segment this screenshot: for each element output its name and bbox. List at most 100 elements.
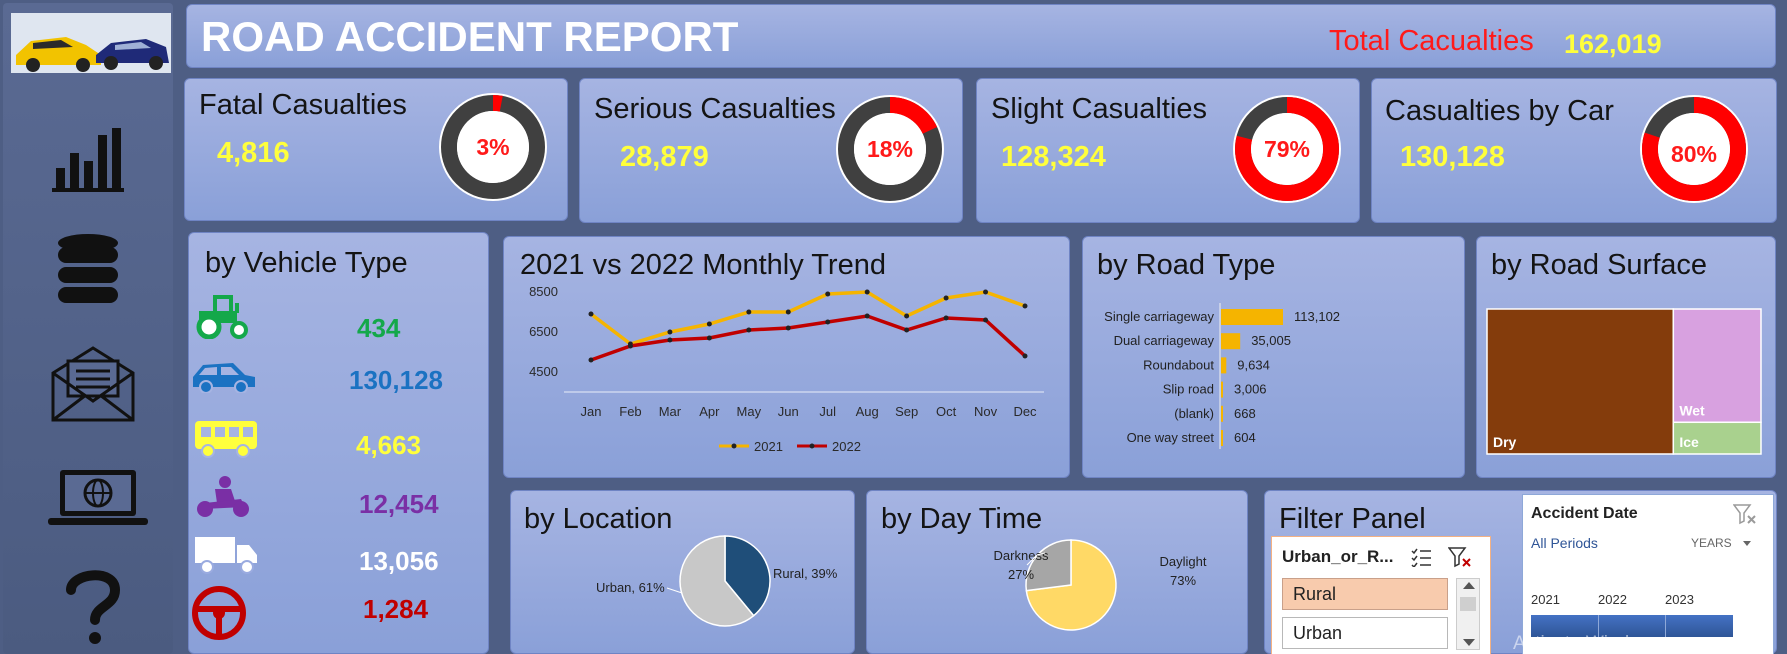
laptop-globe-icon[interactable] <box>48 468 148 528</box>
bar <box>1221 430 1223 446</box>
total-casualties-label: Total Cacualties <box>1329 25 1534 57</box>
series-line-2021 <box>589 290 1026 346</box>
timeline-all-periods[interactable]: All Periods <box>1531 535 1598 551</box>
legend-marker-2022 <box>809 443 815 449</box>
kpi-car-value: 130,128 <box>1400 141 1505 173</box>
x-tick-label: Dec <box>1013 404 1037 419</box>
data-point-2021 <box>667 329 673 335</box>
pie-label-rural: Rural, 39% <box>773 566 838 581</box>
scroll-down-icon[interactable] <box>1463 639 1475 646</box>
kpi-fatal-value: 4,816 <box>217 137 290 169</box>
sidebar <box>3 3 173 654</box>
y-tick-label: 8500 <box>529 284 558 299</box>
pie-pct-daylight: 73% <box>1170 573 1196 588</box>
timeline-year-2021[interactable]: 2021 <box>1531 592 1560 607</box>
location-title: by Location <box>524 503 673 535</box>
slicer-scrollbar[interactable] <box>1456 578 1480 650</box>
timeline-clear-filter-icon[interactable] <box>1733 503 1757 525</box>
donut-fill <box>441 95 545 199</box>
bar-value-label: 668 <box>1234 406 1256 421</box>
bar-value-label: 113,102 <box>1294 309 1340 324</box>
kpi-slight-donut: 79% <box>1233 95 1341 203</box>
pie-label-darkness: Darkness <box>994 548 1049 563</box>
chevron-down-icon <box>1743 541 1752 547</box>
scroll-thumb[interactable] <box>1460 597 1476 611</box>
timeline-years-dropdown[interactable]: YEARS <box>1691 536 1752 550</box>
kpi-car-pct: 80% <box>1671 141 1717 167</box>
timeline-year-2023[interactable]: 2023 <box>1665 592 1694 607</box>
data-point-2022 <box>706 335 712 341</box>
slicer-title: Urban_or_R... <box>1282 547 1394 566</box>
monthly-trend-chart: 4500 6500 8500 Jan Feb Mar Apr May Jun Jul Aug Sep O… <box>529 284 1044 454</box>
x-tick-label: Feb <box>619 404 641 419</box>
vehicle-value-car: 130,128 <box>349 365 443 395</box>
data-point-2021 <box>943 295 949 301</box>
bar-category-label: Slip road <box>1163 382 1214 397</box>
data-point-2021 <box>864 289 870 295</box>
kpi-fatal-donut: 3% <box>439 93 547 201</box>
database-icon[interactable] <box>48 233 128 308</box>
x-tick-label: Nov <box>974 404 998 419</box>
slicer-option-rural[interactable]: Rural <box>1282 578 1448 610</box>
x-tick-label: Jul <box>819 404 836 419</box>
kpi-slight-card: Slight Casualties 128,324 79% <box>976 78 1360 223</box>
x-tick-label: Apr <box>699 404 720 419</box>
car-crash-image <box>11 13 171 73</box>
vehicle-value-steering: 1,284 <box>363 594 429 624</box>
vehicle-value-bus: 4,663 <box>356 430 422 460</box>
treemap-tile <box>1672 308 1762 424</box>
donut-center <box>1658 113 1730 185</box>
donut-fill <box>1642 97 1746 201</box>
header-bar: ROAD ACCIDENT REPORT Total Cacualties 16… <box>186 4 1776 68</box>
kpi-slight-label: Slight Casualties <box>991 93 1207 125</box>
timeline-year-2022[interactable]: 2022 <box>1598 592 1627 607</box>
road-type-chart: Single carriageway 113,102 Dual carriagewa… <box>1104 303 1340 449</box>
clear-filter-icon[interactable] <box>1448 546 1472 568</box>
data-point-2022 <box>667 337 673 343</box>
vehicle-type-title: by Vehicle Type <box>205 247 408 279</box>
location-card: by Location Rural, 39% Urban, 61% <box>510 490 855 654</box>
x-tick-label: Jan <box>581 404 602 419</box>
filter-panel-title: Filter Panel <box>1279 503 1426 535</box>
data-point-2021 <box>825 291 831 297</box>
bar-category-label: Single carriageway <box>1104 309 1214 324</box>
question-icon[interactable] <box>63 568 123 648</box>
x-tick-label: Mar <box>659 404 682 419</box>
bar <box>1221 405 1223 422</box>
bar-chart-icon[interactable] <box>48 123 128 193</box>
bar-value-label: 604 <box>1234 430 1256 445</box>
multi-select-icon[interactable] <box>1410 547 1432 567</box>
timeline-bar[interactable] <box>1531 615 1733 637</box>
bar <box>1221 381 1223 398</box>
mail-icon[interactable] <box>48 343 138 423</box>
treemap-label: Wet <box>1679 402 1705 418</box>
total-casualties-value: 162,019 <box>1564 29 1662 59</box>
data-point-2021 <box>983 289 989 295</box>
kpi-car-card: Casualties by Car 130,128 80% <box>1371 78 1777 223</box>
page-title: ROAD ACCIDENT REPORT <box>201 13 739 60</box>
accident-date-timeline: Accident Date All Periods YEARS 2021 202… <box>1513 494 1774 654</box>
steering-wheel-icon <box>192 586 246 640</box>
donut-center <box>457 111 529 183</box>
legend-label-2021: 2021 <box>754 439 783 454</box>
data-point-2021 <box>785 309 791 315</box>
legend-marker-2021 <box>731 443 737 449</box>
pie-label-daylight: Daylight <box>1160 554 1207 569</box>
road-type-title: by Road Type <box>1097 249 1276 281</box>
treemap-label: Ice <box>1679 434 1699 450</box>
vehicle-value-truck: 13,056 <box>359 546 439 576</box>
slicer-option-urban[interactable]: Urban <box>1282 617 1448 649</box>
donut-fill <box>1235 97 1339 201</box>
data-point-2022 <box>1022 353 1028 359</box>
daytime-card: by Day Time Daylight 73% Darkness 27% <box>866 490 1248 654</box>
kpi-slight-value: 128,324 <box>1001 141 1106 173</box>
data-point-2022 <box>943 315 949 321</box>
scroll-up-icon[interactable] <box>1463 582 1475 589</box>
bar-category-label: One way street <box>1127 430 1215 445</box>
data-point-2022 <box>785 325 791 331</box>
daytime-title: by Day Time <box>881 503 1043 535</box>
pie-leader-line <box>1026 552 1046 566</box>
road-type-card: by Road Type Single carriageway 113,102 Du… <box>1082 236 1465 478</box>
bus-icon <box>195 421 257 458</box>
kpi-car-donut: 80% <box>1640 95 1748 203</box>
